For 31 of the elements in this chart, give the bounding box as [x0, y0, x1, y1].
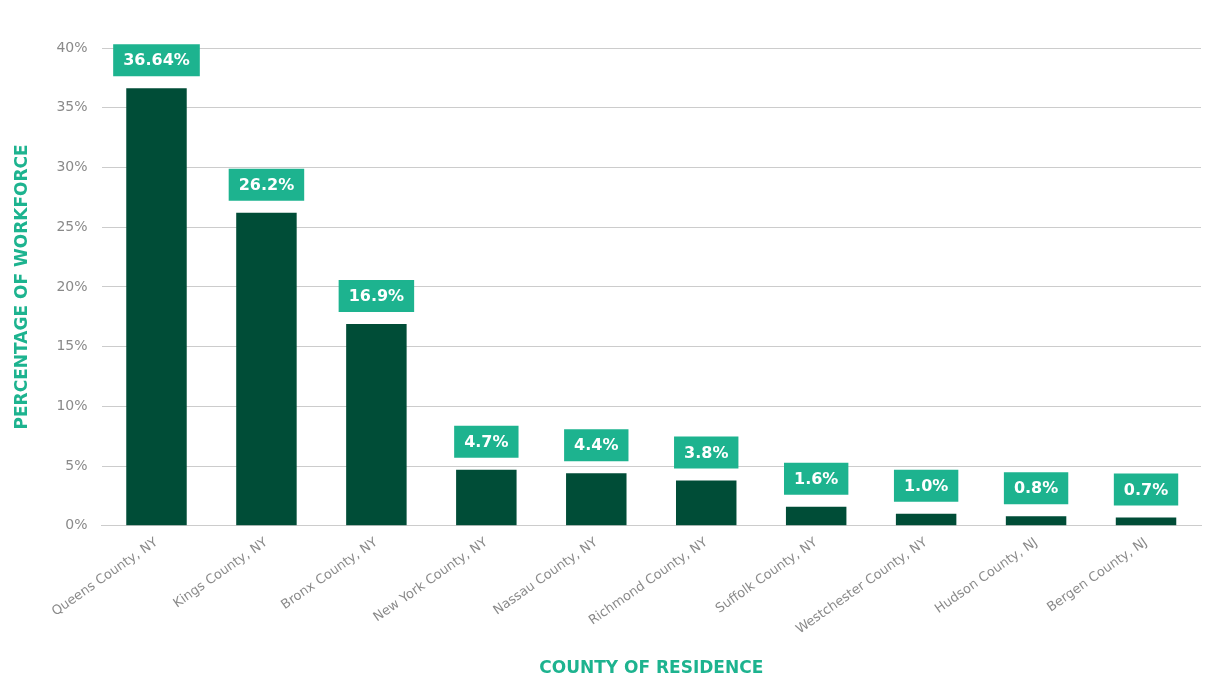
- y-tick-label: 35%: [56, 98, 88, 115]
- y-axis-title: PERCENTAGE OF WORKFORCE: [10, 144, 31, 430]
- data-label: 4.4%: [574, 435, 619, 455]
- bar: [126, 88, 187, 526]
- x-axis-title: COUNTY OF RESIDENCE: [539, 657, 764, 678]
- data-label: 26.2%: [238, 175, 295, 194]
- bar: [456, 469, 517, 526]
- bar: [1005, 516, 1067, 526]
- bar: [1115, 517, 1177, 526]
- bar: [236, 212, 297, 526]
- bar: [785, 506, 847, 526]
- y-tick-label: 0%: [65, 516, 88, 533]
- y-tick-label: 25%: [56, 217, 88, 234]
- data-label: 16.9%: [348, 286, 405, 306]
- data-label: 0.8%: [1013, 478, 1059, 498]
- data-label: 1.0%: [903, 476, 949, 496]
- y-tick-label: 40%: [56, 38, 88, 55]
- y-tick-label: 30%: [56, 158, 88, 175]
- bar: [676, 480, 737, 526]
- y-tick-label: 10%: [56, 397, 88, 413]
- bar: [346, 323, 407, 526]
- bar: [566, 473, 627, 526]
- y-tick-label: 15%: [56, 337, 88, 354]
- data-label: 4.7%: [464, 431, 509, 451]
- y-tick-label: 20%: [56, 277, 88, 294]
- bar: [895, 513, 957, 526]
- y-tick-label: 5%: [65, 456, 88, 473]
- data-label: 36.64%: [123, 50, 190, 70]
- data-label: 1.6%: [793, 468, 839, 488]
- data-label: 0.7%: [1123, 479, 1169, 499]
- data-label: 3.8%: [684, 442, 729, 462]
